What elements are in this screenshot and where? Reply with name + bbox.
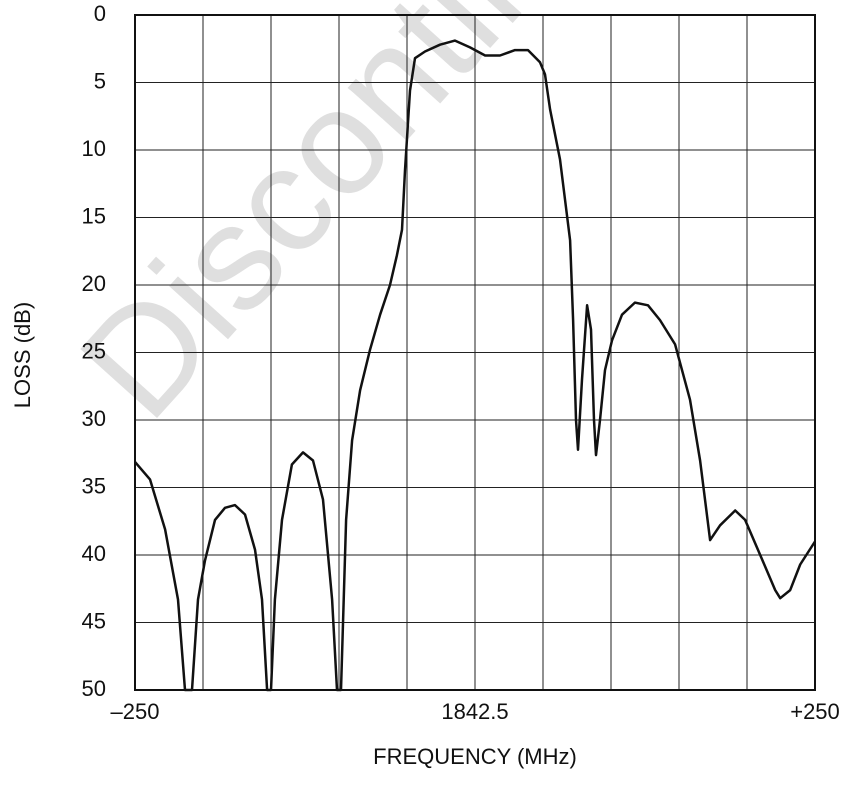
- y-tick-label: 10: [82, 136, 106, 161]
- y-axis-label: LOSS (dB): [10, 302, 35, 408]
- x-tick-label: +250: [790, 699, 840, 724]
- y-tick-label: 20: [82, 271, 106, 296]
- y-tick-label: 50: [82, 676, 106, 701]
- y-tick-label: 45: [82, 608, 106, 633]
- plot-frame: [134, 14, 816, 691]
- y-tick-label: 15: [82, 203, 106, 228]
- y-tick-label: 25: [82, 338, 106, 363]
- x-tick-label: 1842.5: [441, 699, 508, 724]
- y-tick-label: 30: [82, 406, 106, 431]
- y-tick-label: 0: [94, 1, 106, 26]
- x-tick-label: –250: [111, 699, 160, 724]
- y-tick-label: 40: [82, 541, 106, 566]
- watermark: Discontinued: [48, 0, 753, 449]
- y-tick-label: 5: [94, 68, 106, 93]
- y-tick-label: 35: [82, 473, 106, 498]
- response-line: [134, 39, 817, 692]
- x-axis-label: FREQUENCY (MHz): [373, 744, 577, 769]
